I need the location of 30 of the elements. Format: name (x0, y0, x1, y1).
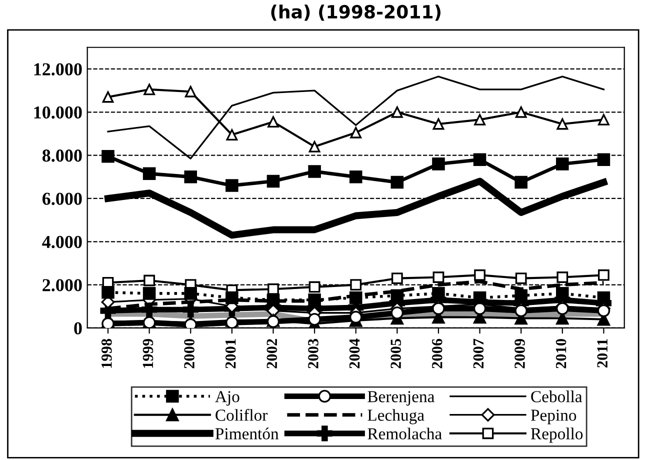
legend-label: Ajo (215, 391, 240, 406)
x-tick-label: 1998 (102, 338, 112, 368)
legend-label: Repollo (530, 428, 583, 443)
legend-label: Berenjena (368, 391, 434, 406)
x-tick-label: 2002 (266, 339, 278, 368)
y-tick-label: 10.000 (34, 106, 82, 119)
y-tick-label: 12.000 (34, 63, 82, 76)
legend-label: Pepino (530, 410, 576, 424)
y-tick-label: 0 (74, 322, 82, 334)
y-tick-label: 8.000 (42, 150, 82, 162)
x-tick-label: 2011 (597, 339, 608, 368)
legend-label: Coliflor (216, 408, 268, 421)
x-tick-label: 2010 (556, 338, 566, 368)
y-tick-label: 6.000 (42, 192, 82, 205)
y-tick-label: 2.000 (42, 279, 82, 292)
y-tick-label: 4.000 (42, 236, 82, 248)
x-tick-label: 2007 (473, 338, 484, 368)
x-tick-label: 1999 (142, 338, 154, 368)
legend-label: Lechuga (368, 409, 424, 424)
legend-label: Remolacha (368, 428, 442, 440)
chart-title: (ha) (1998-2011) (271, 4, 440, 21)
x-tick-label: 2005 (390, 338, 401, 368)
x-tick-label: 2001 (225, 339, 236, 368)
legend-label: Pimentón (215, 428, 279, 440)
x-tick-label: 2006 (432, 338, 442, 368)
x-tick-label: 2004 (349, 338, 360, 368)
x-tick-label: 2000 (184, 338, 194, 368)
x-tick-label: 2003 (308, 338, 318, 368)
legend-label: Cebolla (531, 390, 582, 402)
x-tick-label: 2009 (514, 338, 525, 368)
